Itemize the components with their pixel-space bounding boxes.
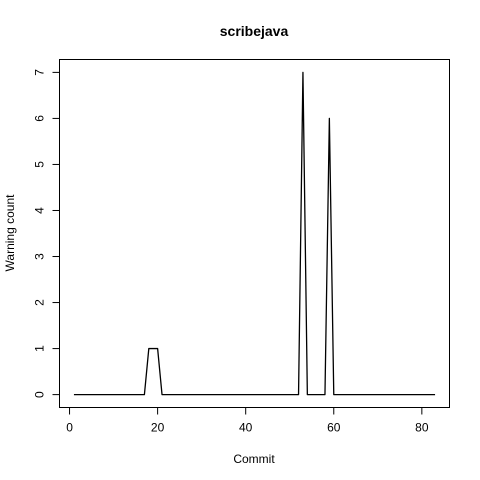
x-tick-label: 0 (66, 421, 73, 435)
y-axis-label: Warning count (3, 194, 17, 272)
y-tick-label: 6 (33, 115, 47, 122)
y-axis: 0 1 2 3 4 5 6 7 (33, 69, 60, 398)
y-tick-label: 0 (33, 391, 47, 398)
series-line (73, 71, 436, 396)
series-layer (73, 71, 436, 396)
x-tick-label: 20 (151, 421, 165, 435)
x-tick-label: 80 (415, 421, 429, 435)
y-tick-label: 2 (33, 299, 47, 306)
y-tick-label: 7 (33, 69, 47, 76)
x-axis: 0 20 40 60 80 (66, 407, 429, 435)
y-tick-label: 5 (33, 161, 47, 168)
x-tick-label: 60 (327, 421, 341, 435)
y-tick-label: 3 (33, 253, 47, 260)
y-tick-label: 1 (33, 345, 47, 352)
x-tick-label: 40 (239, 421, 253, 435)
chart-title: scribejava (220, 23, 289, 39)
x-axis-label: Commit (233, 452, 275, 466)
y-tick-label: 4 (33, 207, 47, 214)
